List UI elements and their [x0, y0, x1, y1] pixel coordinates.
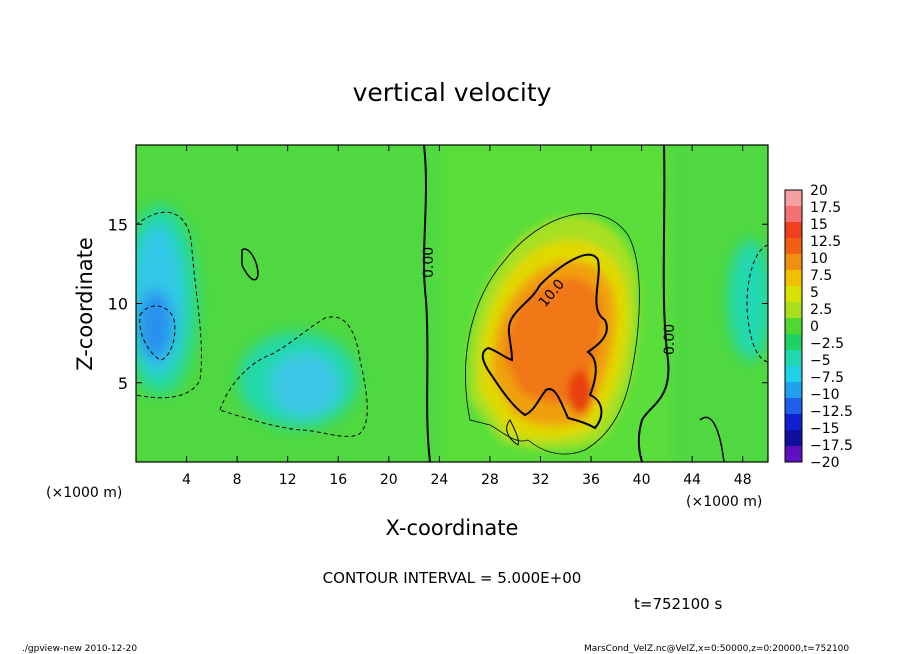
x-tick-label: 24	[430, 472, 448, 488]
colorbar-label: 7.5	[810, 268, 832, 284]
colorbar-swatch	[785, 286, 802, 303]
contour-label-zero-center: 0.00	[421, 247, 437, 278]
colorbar-swatch	[785, 190, 802, 207]
colorbar-swatch	[785, 446, 802, 463]
colorbar-swatch	[785, 270, 802, 287]
contour-label-zero-right: 0.00	[662, 324, 678, 355]
colorbar-label: 20	[810, 183, 828, 199]
x-tick-label: 40	[633, 472, 651, 488]
footer-right: MarsCond_VelZ.nc@VelZ,x=0:50000,z=0:2000…	[584, 644, 849, 654]
y-tick-label: 15	[108, 215, 128, 234]
neg-five-contour-mid	[219, 316, 368, 437]
small-contour-2	[506, 419, 519, 446]
x-axis: 4 8 12 16 20 24 28 32 36 40 44 48	[182, 145, 752, 488]
colorbar-label: −17.5	[810, 438, 853, 454]
colorbar-label: 15	[810, 217, 828, 233]
colorbar-label: −10	[810, 387, 840, 403]
neg-ten-contour-left	[139, 305, 176, 361]
x-tick-label: 44	[683, 472, 701, 488]
x-tick-label: 8	[233, 472, 242, 488]
ten-contour	[481, 253, 608, 430]
y-tick-label: 10	[108, 295, 128, 314]
colorbar-swatch	[785, 414, 802, 431]
colorbar-label: 12.5	[810, 234, 841, 250]
colorbar-swatch	[785, 254, 802, 271]
zero-contour-right	[637, 145, 670, 462]
x-tick-label: 28	[481, 472, 499, 488]
downdraft-left	[136, 205, 768, 428]
colorbar-label: 5	[810, 285, 819, 301]
x-tick-label: 20	[380, 472, 398, 488]
y-axis: 5 10 15	[108, 215, 768, 393]
colorbar: 2017.51512.5107.552.50−2.5−5−7.5−10−12.5…	[784, 183, 853, 471]
colorbar-swatch	[785, 222, 802, 239]
x-tick-label: 16	[329, 472, 347, 488]
colorbar-label: 17.5	[810, 200, 841, 216]
colorbar-label: 2.5	[810, 302, 832, 318]
zero-contour-right-2	[699, 416, 725, 462]
colorbar-frame	[784, 189, 803, 463]
x-unit-label-right: (×1000 m)	[686, 494, 762, 510]
five-contour	[465, 213, 640, 455]
colorbar-label: 10	[810, 251, 828, 267]
plot-area	[136, 145, 768, 462]
x-tick-label: 32	[532, 472, 550, 488]
colorbar-swatch	[785, 318, 802, 335]
x-tick-label: 36	[582, 472, 600, 488]
colorbar-swatch	[785, 334, 802, 351]
contour-lines	[136, 145, 768, 462]
chart-title: vertical velocity	[353, 78, 552, 107]
colorbar-swatch	[785, 382, 802, 399]
contour-interval-text: CONTOUR INTERVAL = 5.000E+00	[323, 569, 582, 587]
updraft-core	[468, 216, 639, 450]
colorbar-swatch	[785, 366, 802, 383]
zero-contour-center	[423, 145, 431, 462]
colorbar-swatch	[785, 430, 802, 447]
neg-five-contour-left	[136, 211, 202, 399]
colorbar-swatch	[785, 350, 802, 367]
colorbar-swatch	[785, 302, 802, 319]
y-axis-label: Z-coordinate	[73, 237, 97, 371]
colorbar-label: −7.5	[810, 370, 844, 386]
time-text: t=752100 s	[634, 595, 722, 613]
colorbar-swatch	[785, 238, 802, 255]
colorbar-label: 0	[810, 319, 819, 335]
colorbar-swatch	[785, 206, 802, 223]
colorbar-label: −5	[810, 353, 831, 369]
footer-left: ./gpview-new 2010-12-20	[22, 644, 137, 654]
y-tick-label: 5	[118, 374, 128, 393]
colorbar-label: −15	[810, 421, 840, 437]
colorbar-label: −2.5	[810, 336, 844, 352]
small-contour-1	[241, 248, 259, 281]
x-tick-label: 12	[279, 472, 297, 488]
neg-five-contour-right	[746, 244, 768, 363]
x-tick-label: 48	[734, 472, 752, 488]
x-axis-label: X-coordinate	[386, 516, 519, 540]
colorbar-label: −20	[810, 455, 840, 471]
x-tick-label: 4	[182, 472, 191, 488]
colorbar-label: −12.5	[810, 404, 853, 420]
colorbar-swatch	[785, 398, 802, 415]
x-unit-label: (×1000 m)	[46, 485, 122, 501]
